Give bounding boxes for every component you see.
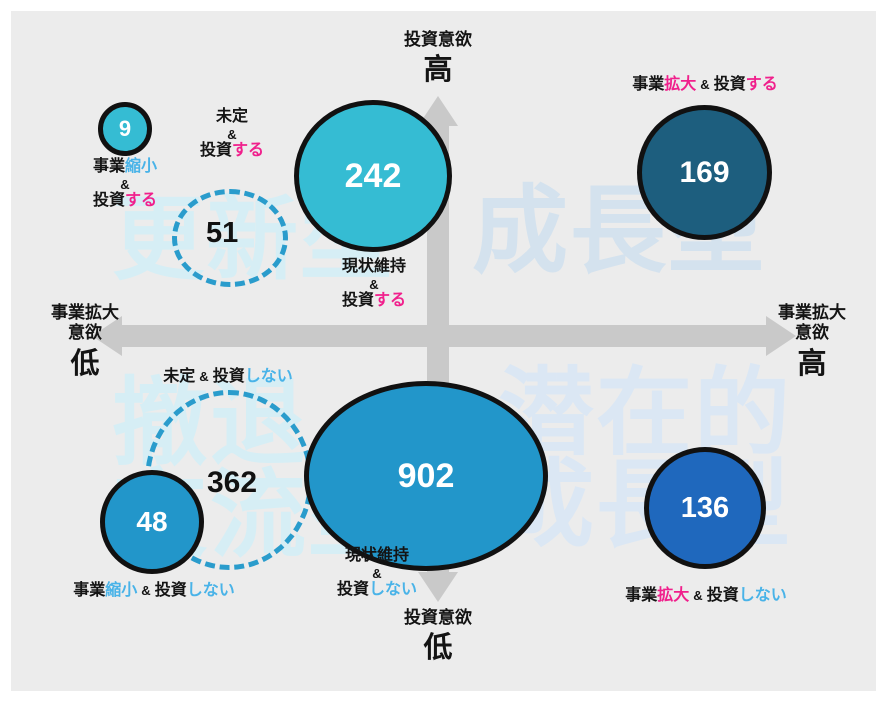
axis-arrow-down-icon <box>418 572 458 602</box>
label-part-invest: 投資 <box>92 192 125 210</box>
label-part-not: しない <box>244 368 293 385</box>
label-line-1: 現状維持 <box>344 547 409 564</box>
bubble-label-expand-noinvest: 事業拡大 & 投資しない <box>600 587 812 606</box>
label-part-expand: 拡大 <box>664 76 697 93</box>
bubble-expand-noinvest[interactable]: 136 <box>644 447 766 569</box>
label-line-3: 投資する <box>55 192 195 211</box>
label-part-not: しない <box>369 581 418 599</box>
label-part-business: 事業 <box>92 158 125 175</box>
axis-label-bottom: 投資意欲 低 <box>358 608 518 666</box>
label-part-invest: 投資 <box>154 582 187 599</box>
bubble-undecided-invest[interactable] <box>172 189 288 287</box>
bubble-label-shrink-invest: 事業縮小 & 投資する <box>55 158 195 211</box>
bubble-label-maintain-noinvest: 現状維持 & 投資しない <box>303 547 451 600</box>
bubble-shrink-noinvest-value: 48 <box>136 506 168 537</box>
axis-label-top-level: 高 <box>423 54 453 87</box>
axis-label-bottom-level: 低 <box>423 632 453 665</box>
axis-label-right-title2: 意欲 <box>795 323 829 343</box>
label-line-1: 未定 <box>215 108 248 125</box>
axis-label-right: 事業拡大 意欲 高 <box>737 303 887 382</box>
label-part-shrink: 縮小 <box>105 582 138 599</box>
axis-label-left-level: 低 <box>70 347 100 380</box>
bubble-shrink-noinvest[interactable]: 48 <box>100 470 204 574</box>
bubble-shrink-invest-value: 9 <box>118 116 132 141</box>
label-part-not: しない <box>186 582 235 599</box>
axis-label-top-title: 投資意欲 <box>404 30 472 49</box>
label-ampersand: & <box>369 276 379 292</box>
bubble-maintain-noinvest-value: 902 <box>397 456 455 495</box>
label-part-do: する <box>374 292 407 310</box>
label-part-do: する <box>745 76 778 93</box>
bubble-expand-noinvest-value: 136 <box>680 491 730 524</box>
axis-label-bottom-title: 投資意欲 <box>404 608 472 627</box>
label-part-undecided: 未定 <box>163 368 196 385</box>
axis-label-right-level: 高 <box>797 347 827 380</box>
label-part-expand: 拡大 <box>657 587 690 604</box>
axis-arrow-left-icon <box>92 316 122 356</box>
label-ampersand: & <box>199 369 209 384</box>
bubble-undecided-invest-value: 51 <box>206 217 239 249</box>
label-ampersand: & <box>120 176 130 192</box>
label-line-1: 事業縮小 <box>55 158 195 177</box>
axis-label-top: 投資意欲 高 <box>358 30 518 88</box>
bubble-maintain-noinvest[interactable]: 902 <box>304 381 548 571</box>
bubble-label-expand-invest: 事業拡大 & 投資する <box>600 76 810 95</box>
label-ampersand: & <box>693 588 703 603</box>
axis-label-left: 事業拡大 意欲 低 <box>10 303 160 382</box>
label-part-invest: 投資 <box>706 587 739 604</box>
label-part-invest: 投資 <box>336 581 369 599</box>
label-part-invest: 投資 <box>199 142 232 160</box>
bubble-expand-invest-value: 169 <box>679 155 730 189</box>
bubble-shrink-invest[interactable]: 9 <box>98 102 152 156</box>
label-part-invest: 投資 <box>341 292 374 310</box>
bubble-label-undecided-noinvest: 未定 & 投資しない <box>128 368 328 387</box>
label-line-1: 現状維持 <box>341 258 406 275</box>
bubble-label-undecided-invest: 未定 & 投資する <box>170 108 294 161</box>
axis-label-right-title1: 事業拡大 <box>778 303 846 322</box>
label-ampersand: & <box>227 126 237 142</box>
bubble-undecided-noinvest-value: 362 <box>207 466 258 499</box>
label-part-do: する <box>232 142 265 160</box>
label-part-business: 事業 <box>632 76 665 93</box>
axis-label-left-title2: 意欲 <box>68 323 102 343</box>
label-ampersand: & <box>141 583 151 598</box>
axis-label-left-title1: 事業拡大 <box>51 303 119 322</box>
label-ampersand: & <box>372 565 382 581</box>
label-part-shrink: 縮小 <box>125 158 158 175</box>
label-part-do: する <box>125 192 158 210</box>
bubble-maintain-invest[interactable]: 242 <box>294 100 452 252</box>
label-part-not: しない <box>738 587 787 604</box>
label-part-invest: 投資 <box>713 76 746 93</box>
bubble-label-maintain-invest: 現状維持 & 投資する <box>300 258 448 311</box>
label-line-3: 投資する <box>170 142 294 161</box>
axis-arrow-right-icon <box>766 316 796 356</box>
label-part-invest: 投資 <box>212 368 245 385</box>
bubble-label-shrink-noinvest: 事業縮小 & 投資しない <box>30 582 278 601</box>
label-line-3: 投資しない <box>303 581 451 600</box>
bubble-maintain-invest-value: 242 <box>344 156 402 195</box>
bubble-expand-invest[interactable]: 169 <box>637 105 772 240</box>
label-part-business: 事業 <box>73 582 106 599</box>
label-line-3: 投資する <box>300 292 448 311</box>
label-ampersand: & <box>700 77 710 92</box>
label-part-business: 事業 <box>625 587 658 604</box>
